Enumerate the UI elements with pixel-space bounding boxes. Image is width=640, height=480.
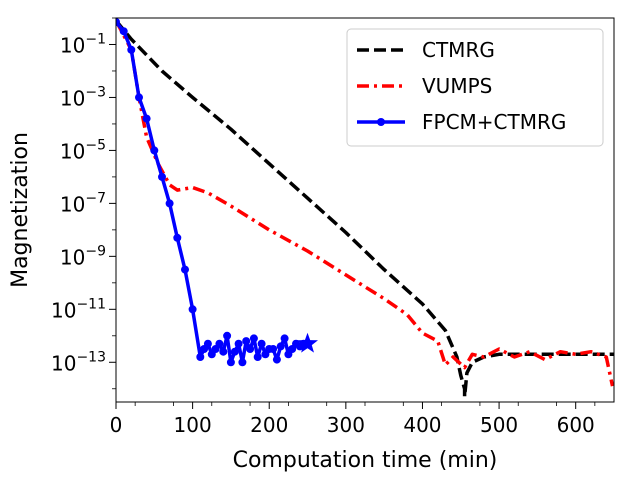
x-tick-label: 100 [174,413,212,437]
x-tick-label: 0 [110,413,123,437]
x-axis-label: Computation time (min) [233,448,498,473]
series-point-fpcm-ctmrg [215,339,224,348]
plot-lines [116,18,614,399]
series-point-fpcm-ctmrg [127,45,136,54]
series-point-fpcm-ctmrg [234,339,243,348]
x-tick-label: 400 [403,413,441,437]
legend-label-fpcm-ctmrg: FPCM+CTMRG [422,110,566,134]
series-line-ctmrg [116,19,614,399]
y-tick-label: 10−13 [51,349,106,375]
y-tick-label: 10−11 [51,296,106,322]
y-axis-label: Magnetization [8,132,33,288]
series-point-fpcm-ctmrg [223,331,232,340]
x-tick-label: 600 [557,413,595,437]
series-point-fpcm-ctmrg [158,172,166,181]
series-point-fpcm-ctmrg [219,347,228,356]
series-point-fpcm-ctmrg [230,347,239,356]
series-line-fpcm-ctmrg [116,20,308,365]
series-point-fpcm-ctmrg [272,355,281,364]
series-point-fpcm-ctmrg [135,93,143,102]
y-tick-label: 10−7 [60,190,106,216]
series-point-fpcm-ctmrg [196,353,205,361]
legend-marker-fpcm-ctmrg [377,118,385,126]
series-point-fpcm-ctmrg [249,334,258,343]
y-tick-label: 10−1 [60,31,106,57]
x-tick-label: 200 [250,413,288,437]
series-point-fpcm-ctmrg [253,353,262,361]
y-tick-label: 10−3 [60,84,106,110]
series-point-fpcm-ctmrg [269,345,278,353]
legend-label-ctmrg: CTMRG [422,38,495,62]
series-point-fpcm-ctmrg [188,305,197,314]
series-point-fpcm-ctmrg [181,265,189,274]
series-point-fpcm-ctmrg [238,358,247,367]
legend-box [346,28,604,147]
series-point-fpcm-ctmrg [142,114,151,123]
series-point-fpcm-ctmrg [257,339,266,348]
x-tick-label: 500 [480,413,518,437]
series-point-fpcm-ctmrg [226,358,235,367]
series-point-fpcm-ctmrg [165,199,174,208]
series-point-fpcm-ctmrg [276,342,285,351]
series-point-fpcm-ctmrg [280,334,289,343]
series-point-fpcm-ctmrg [203,339,212,348]
series-point-fpcm-ctmrg [242,337,251,346]
y-tick-label: 10−9 [60,243,106,269]
legend: CTMRG VUMPS FPCM+CTMRG [346,28,604,147]
series-point-fpcm-ctmrg [246,345,255,353]
series-point-fpcm-ctmrg [173,233,182,242]
series-point-fpcm-ctmrg [150,146,159,155]
x-tick-label: 300 [327,413,365,437]
legend-label-vumps: VUMPS [422,74,492,98]
y-axis: 10−1 10−3 10−5 10−7 10−9 10−11 10−13 [51,17,116,390]
series-point-fpcm-ctmrg [116,18,120,26]
y-tick-label: 10−5 [60,137,106,163]
x-axis: 0 100 200 300 400 500 600 [110,402,596,437]
series-point-fpcm-ctmrg [119,27,128,36]
series-end-star-fpcm-ctmrg [297,332,318,353]
